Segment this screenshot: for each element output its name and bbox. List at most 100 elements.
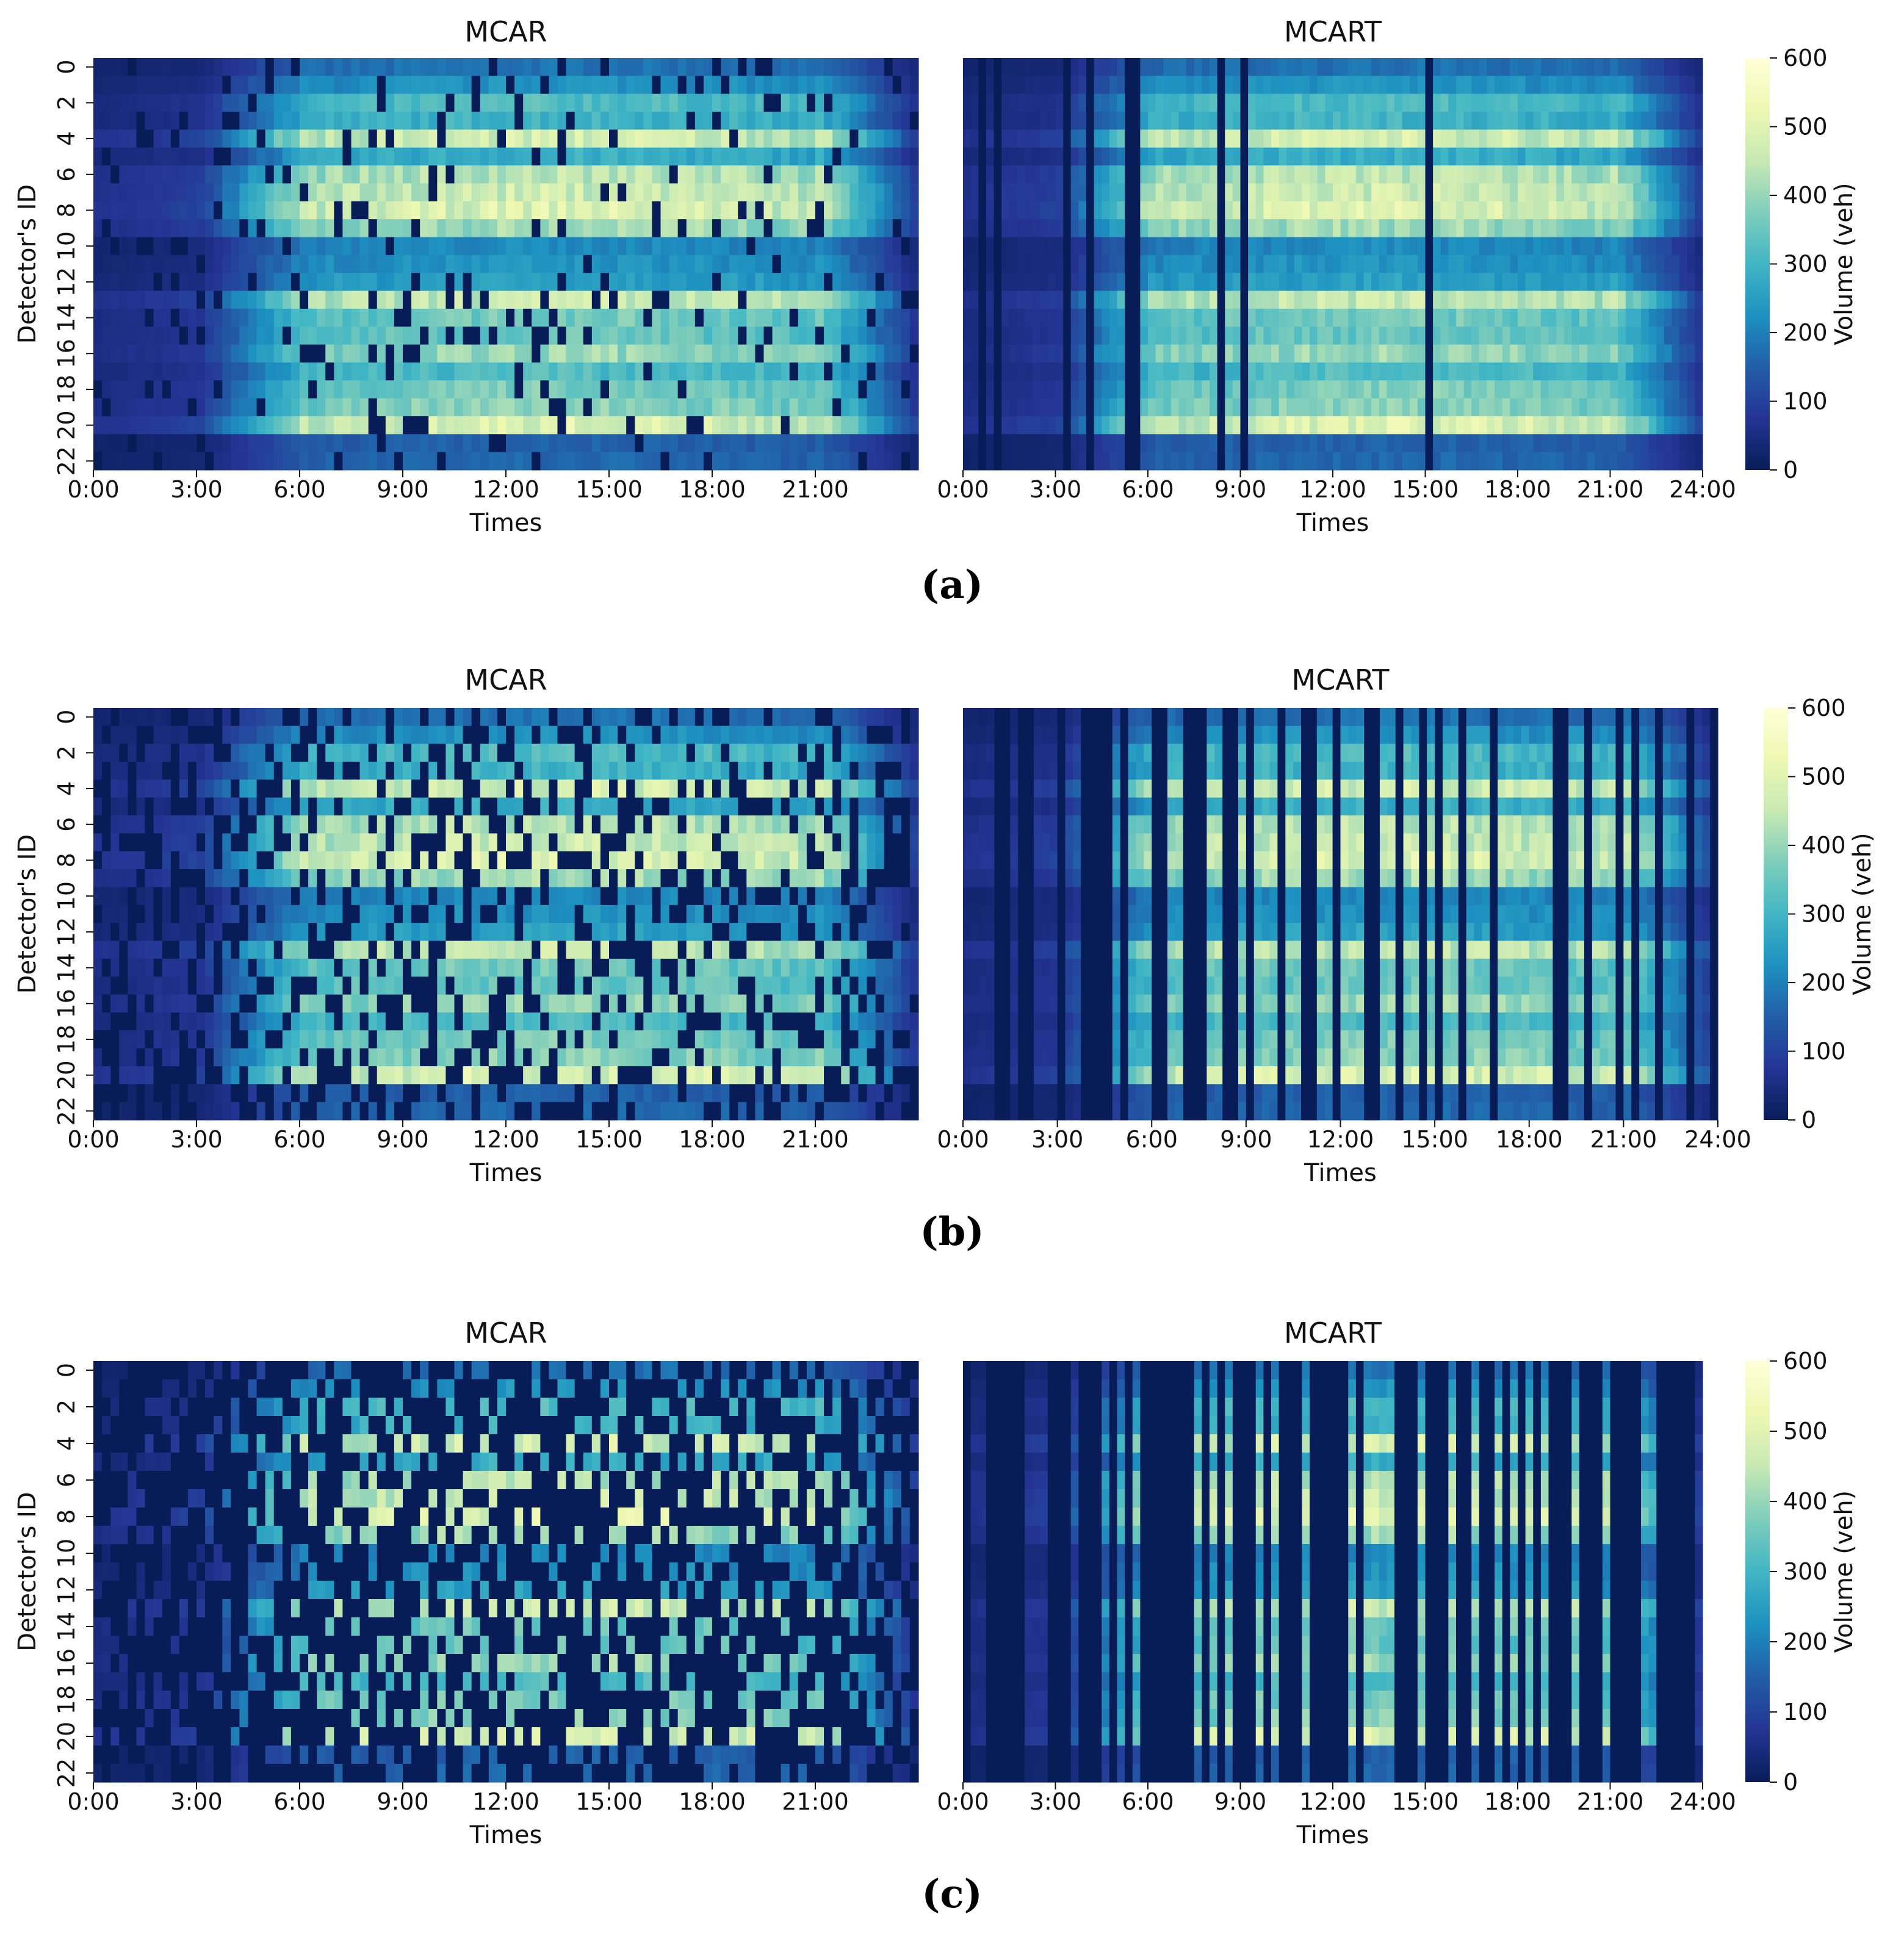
heat-cell — [1240, 165, 1249, 184]
heat-cell — [359, 308, 369, 327]
heat-cell — [755, 273, 765, 292]
heat-cell — [463, 380, 472, 399]
heat-cell — [583, 743, 593, 762]
heat-cell — [798, 183, 807, 202]
heat-cell — [677, 219, 687, 238]
heat-cell — [712, 726, 721, 745]
heat-cell — [626, 76, 635, 95]
heat-cell — [1186, 201, 1195, 220]
heat-cell — [815, 362, 824, 381]
heat-cell — [256, 58, 266, 76]
heat-cell — [445, 255, 455, 273]
heat-cell — [1132, 201, 1141, 220]
heat-cell — [540, 58, 550, 76]
heat-cell — [746, 416, 756, 435]
heat-cell — [841, 416, 850, 435]
heat-cell — [1355, 112, 1365, 130]
heat-cell — [1425, 112, 1433, 130]
heat-cell — [403, 291, 412, 309]
heat-cell — [686, 416, 696, 435]
heat-cell — [471, 398, 481, 417]
heat-cell — [1664, 165, 1673, 184]
heat-cell — [755, 327, 765, 345]
heat-cell — [1125, 58, 1133, 76]
heat-cell — [540, 165, 550, 184]
heat-cell — [231, 344, 240, 363]
heat-cell — [1425, 76, 1433, 95]
heat-cell — [1363, 147, 1372, 166]
heat-cell — [755, 797, 765, 816]
heat-cell — [480, 743, 489, 762]
heat-cell — [1132, 183, 1141, 202]
heat-cell — [1656, 398, 1665, 417]
heat-cell — [308, 147, 317, 166]
heat-cell — [1540, 291, 1549, 309]
heat-cell — [187, 291, 197, 309]
heat-cell — [875, 93, 885, 112]
heat-cell — [1355, 434, 1365, 453]
heat-cell — [824, 380, 833, 399]
heat-cell — [506, 708, 515, 726]
heat-cell — [1117, 165, 1125, 184]
heat-cell — [454, 308, 464, 327]
heat-cell — [1671, 380, 1680, 399]
heat-cell — [712, 452, 721, 471]
heat-cell — [488, 255, 498, 273]
heat-cell — [1371, 201, 1380, 220]
heat-cell — [1186, 183, 1195, 202]
heat-cell — [514, 93, 524, 112]
heat-cell — [909, 129, 919, 148]
heat-cell — [179, 344, 189, 363]
heat-cell — [93, 112, 103, 130]
heat-cell — [256, 201, 266, 220]
heat-cell — [506, 452, 515, 471]
heat-cell — [342, 308, 352, 327]
heat-cell — [1548, 237, 1557, 256]
heat-cell — [694, 93, 704, 112]
heat-cell — [1433, 129, 1441, 148]
heat-cell — [669, 237, 679, 256]
heat-cell — [377, 434, 386, 453]
heat-cell — [1333, 219, 1341, 238]
heat-cell — [1155, 362, 1164, 381]
heat-cell — [609, 201, 618, 220]
heat-cell — [273, 165, 283, 184]
heat-cell — [660, 58, 670, 76]
heat-cell — [385, 237, 395, 256]
heat-cell — [993, 398, 1002, 417]
heat-cell — [385, 762, 395, 780]
heat-cell — [1263, 219, 1272, 238]
heat-cell — [197, 380, 206, 399]
heat-cell — [746, 726, 756, 745]
heat-cell — [1271, 165, 1280, 184]
heat-cell — [1533, 201, 1542, 220]
heat-cell — [1155, 219, 1164, 238]
heat-cell — [1363, 362, 1372, 381]
heat-cell — [248, 398, 258, 417]
heat-cell — [403, 797, 412, 816]
heat-cell — [1533, 219, 1542, 238]
heat-cell — [1140, 129, 1149, 148]
heat-cell — [1148, 165, 1156, 184]
heat-cell — [583, 129, 593, 148]
heat-cell — [1225, 416, 1233, 435]
heat-cell — [1556, 237, 1565, 256]
heat-cell — [1040, 380, 1048, 399]
heat-cell — [1102, 147, 1110, 166]
heat-cell — [1047, 58, 1056, 76]
heat-cell — [643, 327, 653, 345]
heat-cell — [875, 726, 885, 745]
heat-cell — [1479, 362, 1488, 381]
heat-cell — [1510, 416, 1518, 435]
heat-cell — [884, 129, 893, 148]
heat-cell — [763, 779, 773, 798]
heat-cell — [1333, 129, 1341, 148]
heat-cell — [677, 201, 687, 220]
heat-cell — [677, 434, 687, 453]
heat-cell — [1363, 380, 1372, 399]
heat-cell — [635, 726, 644, 745]
heat-cell — [875, 58, 885, 76]
heat-cell — [1178, 398, 1187, 417]
heat-cell — [325, 416, 334, 435]
heat-cell — [128, 434, 137, 453]
